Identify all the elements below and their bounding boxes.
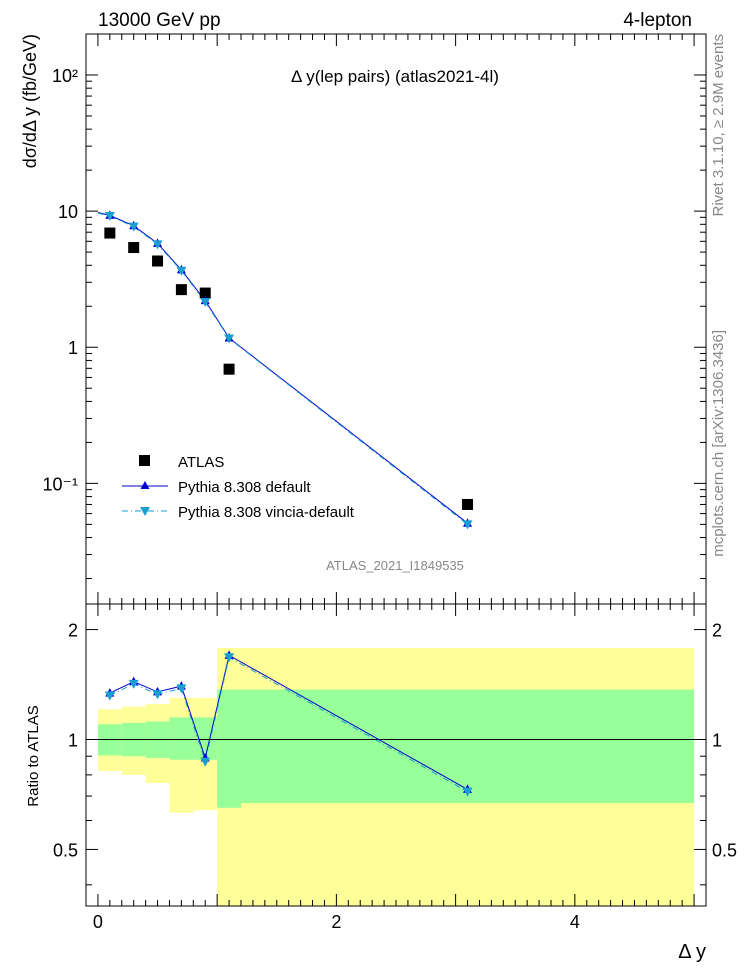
x-tick-label: 2 [331, 912, 341, 932]
rivet-version-label: Rivet 3.1.10, ≥ 2.9M events [710, 34, 727, 217]
pythia-vincia-point [224, 334, 235, 344]
legend-pythia-vincia-marker [140, 507, 150, 516]
ratio-band-stat [241, 689, 695, 804]
legend-entry-atlas: ATLAS [139, 454, 224, 471]
legend: ATLAS Pythia 8.308 default Pythia 8.308 … [122, 454, 355, 521]
atlas-data-point [104, 227, 116, 239]
pythia-vincia-point [152, 240, 163, 250]
ratio-pythia-vincia-point [152, 690, 163, 700]
atlas-data-point [175, 284, 187, 296]
ratio-band-stat [217, 689, 241, 808]
main-series-line-2 [97, 212, 468, 525]
main-y-tick-label: 10 [58, 202, 78, 222]
atlas-data-point [462, 498, 474, 510]
legend-entry-pythia-default: Pythia 8.308 default [122, 479, 311, 496]
x-axis-label: Δ y [678, 941, 706, 963]
pythia-vincia-point [128, 222, 139, 232]
main-y-tick-label: 10² [52, 66, 78, 86]
ratio-axis-ticks: 0 2 4 0.5 0.5 1 1 2 2 [53, 604, 737, 932]
main-y-tick-label: 1 [68, 338, 78, 358]
header-left: 13000 GeV pp [98, 10, 221, 31]
header-right: 4-lepton [623, 10, 692, 31]
ratio-pythia-vincia-point [462, 787, 473, 797]
ratio-pythia-vincia-point [176, 684, 187, 694]
ratio-y-tick-label: 1 [68, 731, 78, 751]
legend-entry-pythia-vincia: Pythia 8.308 vincia-default [122, 504, 355, 521]
ratio-band-stat [193, 717, 218, 760]
ratio-y-tick-label: 0.5 [53, 840, 78, 860]
atlas-data-point [223, 363, 235, 375]
x-tick-label: 4 [570, 912, 580, 932]
atlas-data-point [128, 242, 140, 254]
pythia-vincia-point [176, 266, 187, 276]
legend-pythia-vincia-label: Pythia 8.308 vincia-default [178, 504, 355, 521]
legend-atlas-label: ATLAS [178, 454, 224, 471]
x-tick-label: 0 [93, 912, 103, 932]
ratio-pythia-vincia-point [104, 691, 115, 701]
ratio-y-tick-label-right: 2 [712, 621, 722, 641]
main-y-tick-label: 10⁻¹ [42, 474, 78, 494]
main-y-axis-label: dσ/dΔ y (fb/GeV) [20, 34, 40, 168]
ratio-pythia-vincia-point [200, 757, 211, 767]
legend-pythia-default-label: Pythia 8.308 default [178, 479, 311, 496]
ratio-plot-marks [86, 648, 706, 906]
main-axis-ticks: 10⁻¹ 1 10 10² [42, 33, 706, 604]
atlas-data-point [199, 287, 211, 299]
ratio-y-tick-label: 2 [68, 621, 78, 641]
legend-atlas-marker [139, 455, 150, 466]
atlas-data-point [152, 255, 164, 267]
plot-title: Δ y(lep pairs) (atlas2021-4l) [291, 67, 499, 86]
ratio-band-stat [169, 717, 194, 760]
ratio-pythia-vincia-point [128, 679, 139, 689]
pythia-vincia-point [104, 212, 115, 222]
ratio-y-tick-label-right: 0.5 [712, 840, 737, 860]
legend-pythia-default-marker [140, 481, 150, 489]
ratio-y-tick-label-right: 1 [712, 731, 722, 751]
pythia-vincia-point [462, 520, 473, 530]
pythia-vincia-point [200, 297, 211, 307]
ratio-plot-panel: 0 2 4 0.5 0.5 1 1 2 2 Ratio to ATLAS Δ y [25, 603, 737, 963]
mcplots-label: mcplots.cern.ch [arXiv:1306.3436] [710, 330, 727, 557]
ratio-y-axis-label: Ratio to ATLAS [25, 705, 42, 806]
ratio-pythia-vincia-point [224, 653, 235, 663]
main-plot-panel: 10⁻¹ 1 10 10² Δ y(lep pairs) (atlas2021-4l)… [20, 33, 707, 605]
analysis-watermark: ATLAS_2021_I1849535 [326, 558, 464, 573]
main-plot-marks [97, 210, 474, 530]
